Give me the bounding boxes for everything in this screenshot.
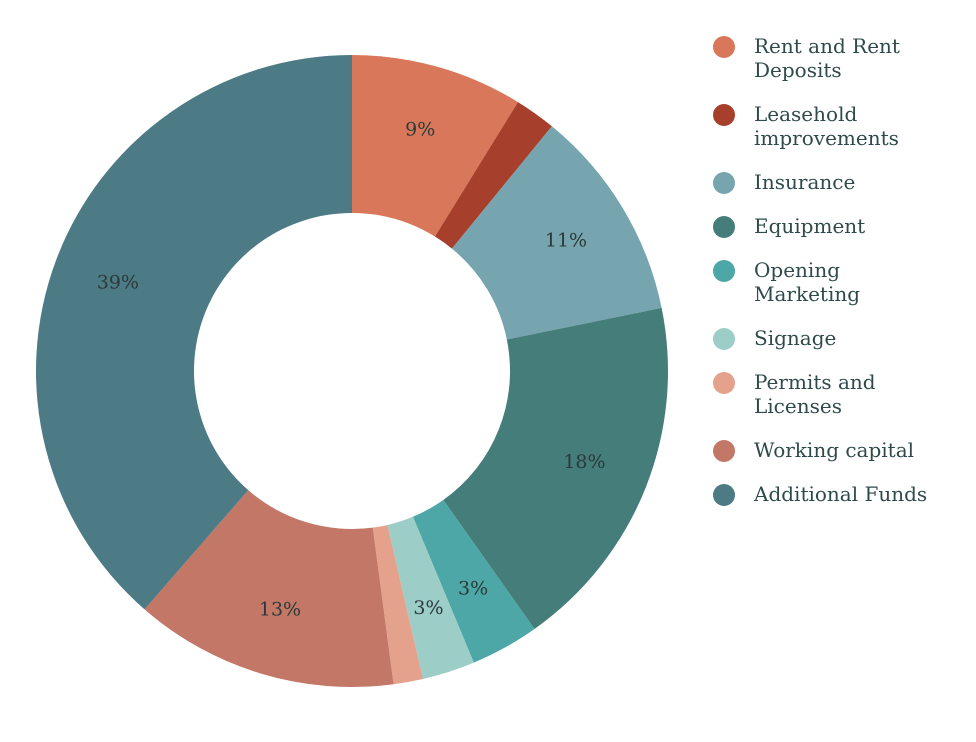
slice-data-label: 3% bbox=[413, 597, 443, 619]
legend-item[interactable]: Permits and Licenses bbox=[712, 370, 974, 438]
legend-label: Signage bbox=[754, 326, 837, 350]
legend-label: Rent and Rent bbox=[754, 34, 900, 58]
slice-data-label: 11% bbox=[545, 230, 587, 252]
slice-data-label: 9% bbox=[405, 118, 435, 140]
legend-color-dot-icon bbox=[713, 260, 735, 282]
chart-legend: Rent and Rent Deposits Leasehold improvemen… bbox=[712, 34, 974, 526]
legend-item[interactable]: Insurance bbox=[712, 170, 974, 214]
donut-slice-insurance bbox=[451, 126, 662, 340]
legend-color-dot-icon bbox=[713, 484, 735, 506]
legend-color-dot-icon bbox=[713, 328, 735, 350]
legend-color-dot-icon bbox=[713, 104, 735, 126]
donut-slice-leasehold-improvements bbox=[434, 102, 552, 249]
legend-item[interactable]: Signage bbox=[712, 326, 974, 370]
donut-slice-opening-marketing bbox=[412, 499, 535, 663]
legend-color-dot-icon bbox=[713, 216, 735, 238]
legend-label: Leasehold bbox=[754, 102, 858, 126]
legend-label: Working capital bbox=[754, 438, 915, 462]
donut-slice-rent-and-rent-deposits bbox=[352, 55, 518, 237]
legend-item[interactable]: Leasehold improvements bbox=[712, 102, 974, 170]
donut-slice-additional-funds bbox=[36, 55, 353, 610]
legend-label: Marketing bbox=[754, 282, 861, 306]
legend-label: Opening bbox=[754, 258, 840, 282]
legend-label: Permits and bbox=[754, 370, 876, 394]
legend-color-dot-icon bbox=[713, 440, 735, 462]
legend-item[interactable]: Additional Funds bbox=[712, 482, 974, 526]
legend-color-dot-icon bbox=[713, 172, 735, 194]
slice-data-label: 39% bbox=[97, 271, 139, 293]
legend-item[interactable]: Rent and Rent Deposits bbox=[712, 34, 974, 102]
legend-color-dot-icon bbox=[713, 372, 735, 394]
legend-item[interactable]: Equipment bbox=[712, 214, 974, 258]
legend-label: Insurance bbox=[754, 170, 856, 194]
donut-slice-equipment bbox=[443, 307, 668, 629]
legend-label: Licenses bbox=[754, 394, 842, 418]
slice-data-label: 18% bbox=[563, 451, 605, 473]
legend-label: Additional Funds bbox=[754, 482, 928, 506]
donut-slice-working-capital bbox=[144, 490, 394, 688]
legend-label: Deposits bbox=[754, 58, 842, 82]
slice-data-label: 13% bbox=[259, 598, 301, 620]
legend-color-dot-icon bbox=[713, 36, 735, 58]
donut-slice-signage bbox=[387, 516, 474, 679]
donut-slice-permits-and-licenses bbox=[372, 524, 423, 685]
legend-label: Equipment bbox=[754, 214, 866, 238]
legend-label: improvements bbox=[754, 126, 899, 150]
legend-item[interactable]: Opening Marketing bbox=[712, 258, 974, 326]
legend-item[interactable]: Working capital bbox=[712, 438, 974, 482]
slice-data-label: 3% bbox=[458, 578, 488, 600]
